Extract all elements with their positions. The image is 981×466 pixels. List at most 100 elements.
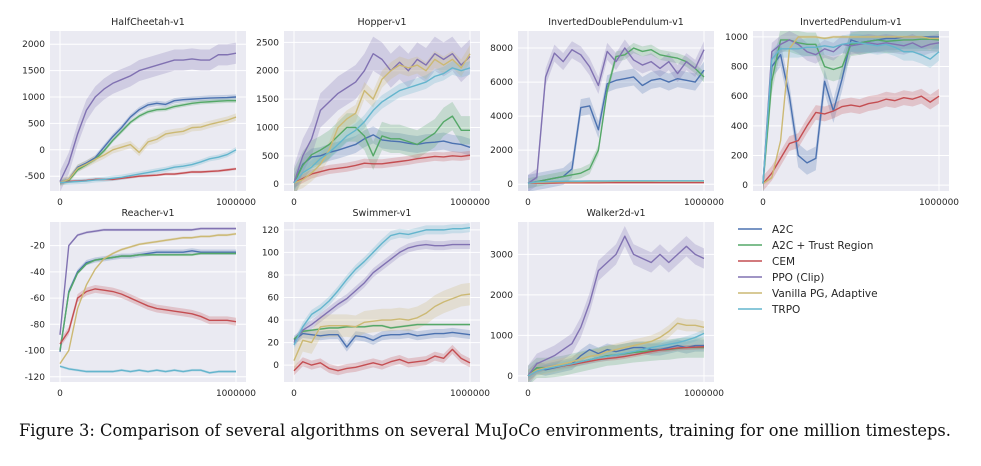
y-tick-label: 20 bbox=[268, 339, 280, 349]
band-a2c-trust-region bbox=[294, 101, 470, 191]
x-tick-label: 1000000 bbox=[684, 198, 724, 208]
y-tick-label: -120 bbox=[25, 373, 46, 383]
y-tick-label: 0 bbox=[273, 361, 279, 371]
x-tick-label: 1000000 bbox=[450, 389, 490, 399]
panel-walker2d-v1: 0 1000 2000 3000 0 1000000 Walker2d-v1 bbox=[490, 208, 724, 399]
plot-background bbox=[753, 31, 949, 191]
x-tick-label: 0 bbox=[760, 198, 766, 208]
y-tick-label: 2500 bbox=[256, 38, 279, 48]
y-tick-label: 600 bbox=[731, 92, 748, 102]
line-cem bbox=[59, 288, 237, 345]
y-tick-label: 8000 bbox=[490, 44, 513, 54]
x-tick-label: 0 bbox=[291, 198, 297, 208]
x-tick-label: 0 bbox=[525, 198, 531, 208]
y-tick-label: 200 bbox=[731, 151, 748, 161]
legend-label: TRPO bbox=[771, 304, 800, 316]
y-tick-label: 120 bbox=[262, 226, 279, 236]
y-tick-label: 80 bbox=[268, 271, 280, 281]
line-a2c-trust-region bbox=[293, 115, 470, 184]
band-vanilla-pg-adaptive bbox=[60, 113, 236, 187]
panel-title: InvertedPendulum-v1 bbox=[800, 17, 902, 28]
y-tick-label: 1000 bbox=[490, 331, 513, 341]
legend-item-trpo: TRPO bbox=[738, 304, 800, 316]
panel-title: HalfCheetah-v1 bbox=[111, 17, 185, 28]
y-tick-label: 2000 bbox=[490, 291, 513, 301]
band-ppo-clip bbox=[528, 39, 704, 191]
x-tick-label: 1000000 bbox=[216, 198, 256, 208]
panel-swimmer-v1: 0 20 40 60 80 100 120 0 1000000 Swimmer-v1 bbox=[262, 208, 490, 399]
y-tick-label: 40 bbox=[268, 316, 280, 326]
legend-label: PPO (Clip) bbox=[772, 272, 824, 284]
line-ppo-clip bbox=[59, 227, 236, 335]
panel-title: Swimmer-v1 bbox=[353, 208, 412, 219]
line-trpo bbox=[59, 149, 237, 184]
y-tick-label: -100 bbox=[25, 347, 46, 357]
legend-item-a2c: A2C bbox=[738, 224, 793, 236]
line-trpo bbox=[59, 365, 236, 374]
legend-label: A2C bbox=[772, 224, 793, 236]
line-ppo-clip bbox=[59, 52, 237, 182]
line-trpo bbox=[762, 42, 940, 184]
panel-title: Reacher-v1 bbox=[121, 208, 174, 219]
band-cem bbox=[294, 344, 470, 376]
panel-inverteddoublependulum-v1: 0 2000 4000 6000 8000 0 1000000 InvertedDoubleP… bbox=[490, 17, 724, 208]
legend-label: A2C + Trust Region bbox=[772, 240, 873, 252]
band-cem bbox=[294, 150, 470, 188]
line-cem bbox=[293, 154, 471, 184]
panel-hopper-v1: 0 500 1000 1500 2000 2500 0 1000000 Hopper-v1 bbox=[256, 17, 490, 208]
line-a2c-trust-region bbox=[59, 252, 236, 351]
line-ppo-clip bbox=[762, 39, 940, 184]
y-tick-label: 2000 bbox=[490, 146, 513, 156]
line-cem bbox=[527, 181, 704, 185]
line-trpo bbox=[293, 67, 471, 184]
y-tick-label: 2000 bbox=[22, 40, 45, 50]
band-a2c bbox=[528, 61, 704, 191]
band-a2c bbox=[763, 31, 939, 191]
y-tick-label: 1000 bbox=[725, 33, 748, 43]
line-trpo bbox=[293, 226, 471, 346]
y-tick-label: 4000 bbox=[490, 112, 513, 122]
panel-title: InvertedDoublePendulum-v1 bbox=[548, 17, 684, 28]
y-tick-label: -500 bbox=[25, 172, 46, 182]
y-tick-label: 0 bbox=[507, 180, 513, 190]
y-tick-label: 1000 bbox=[22, 93, 45, 103]
line-a2c bbox=[59, 250, 236, 352]
band-ppo-clip bbox=[294, 36, 470, 191]
line-cem bbox=[762, 95, 940, 185]
y-tick-label: 0 bbox=[39, 146, 45, 156]
series-group bbox=[293, 223, 471, 376]
x-tick-label: 0 bbox=[525, 389, 531, 399]
y-tick-label: 1500 bbox=[22, 67, 45, 77]
y-tick-label: -20 bbox=[30, 242, 45, 252]
band-ppo-clip bbox=[294, 240, 470, 348]
line-vanilla-pg-adaptive bbox=[59, 233, 237, 365]
series-group bbox=[527, 39, 705, 191]
y-tick-label: 400 bbox=[731, 122, 748, 132]
y-tick-label: -60 bbox=[30, 294, 45, 304]
band-ppo-clip bbox=[60, 42, 236, 191]
line-ppo-clip bbox=[527, 47, 705, 184]
y-tick-label: 1000 bbox=[256, 123, 279, 133]
y-tick-label: 0 bbox=[273, 180, 279, 190]
line-vanilla-pg-adaptive bbox=[527, 322, 705, 377]
y-tick-label: 0 bbox=[742, 181, 748, 191]
y-tick-label: 1500 bbox=[256, 95, 279, 105]
legend: A2C A2C + Trust Region CEM PPO (Clip) Vanill… bbox=[738, 224, 878, 316]
x-tick-label: 1000000 bbox=[684, 389, 724, 399]
panel-halfcheetah-v1: -500 0 500 1000 1500 2000 0 1000000 HalfCheetah-… bbox=[22, 17, 256, 208]
series-group bbox=[59, 227, 237, 375]
y-tick-label: 6000 bbox=[490, 78, 513, 88]
figure-caption: Figure 3: Comparison of several algorith… bbox=[19, 421, 951, 440]
y-tick-label: 3000 bbox=[490, 250, 513, 260]
line-ppo-clip bbox=[293, 243, 470, 343]
line-vanilla-pg-adaptive bbox=[293, 53, 471, 184]
line-a2c-trust-region bbox=[293, 323, 470, 340]
y-tick-label: 500 bbox=[262, 152, 279, 162]
series-group bbox=[59, 42, 237, 191]
x-tick-label: 0 bbox=[291, 389, 297, 399]
legend-label: CEM bbox=[772, 256, 795, 268]
legend-label: Vanilla PG, Adaptive bbox=[772, 288, 878, 300]
line-a2c bbox=[293, 134, 471, 184]
